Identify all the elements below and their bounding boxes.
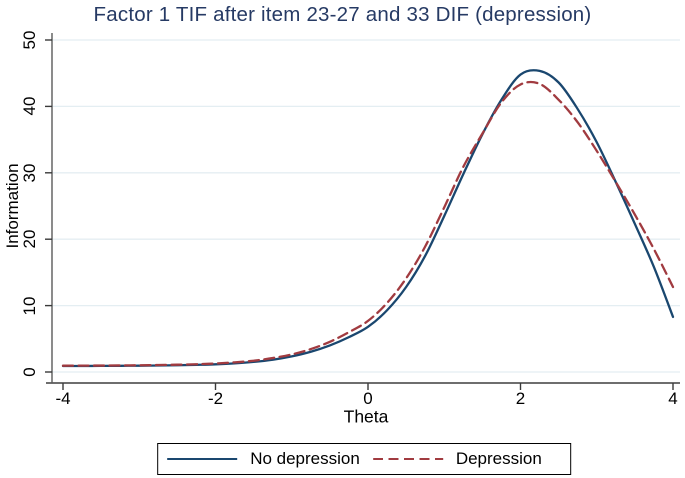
legend-label-depression: Depression <box>455 449 542 468</box>
y-tick-label: 20 <box>20 229 39 249</box>
legend-item-no-depression: No depression <box>167 449 360 469</box>
legend-label-no-depression: No depression <box>250 449 360 468</box>
depression-line-sample <box>372 457 443 461</box>
x-tick-label: 4 <box>668 389 678 408</box>
x-tick-label: 0 <box>363 389 373 408</box>
y-tick-label: 40 <box>20 96 39 116</box>
y-tick-label: 50 <box>20 30 39 50</box>
x-tick-label: -4 <box>55 389 71 408</box>
no-depression-line-sample <box>167 457 238 461</box>
x-tick-label: 2 <box>515 389 526 408</box>
series-line-depression <box>61 80 675 367</box>
y-tick-label: 0 <box>20 367 39 377</box>
y-tick-label: 10 <box>20 296 39 316</box>
y-tick-label: 30 <box>20 163 39 183</box>
x-tick-label: -2 <box>207 389 224 408</box>
legend-item-depression: Depression <box>372 449 542 469</box>
x-axis-title: Theta <box>343 406 389 427</box>
chart-title: Factor 1 TIF after item 23-27 and 33 DIF… <box>93 3 592 26</box>
legend: No depression Depression <box>157 443 571 475</box>
